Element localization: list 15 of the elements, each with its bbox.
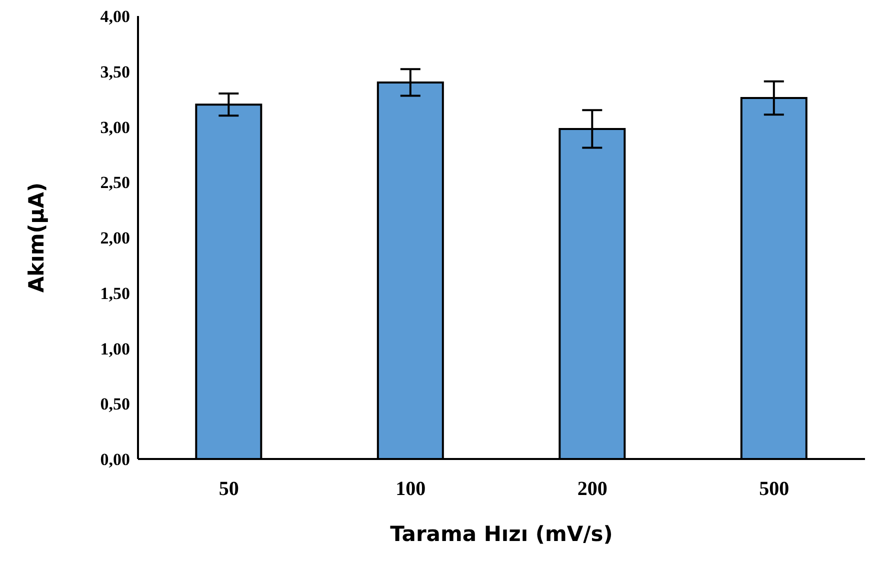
y-tick-label: 0,50 [100, 394, 130, 414]
y-tick-label: 2,00 [100, 228, 130, 248]
x-axis-title: Tarama Hızı (mV/s) [390, 522, 613, 546]
y-tick-label: 3,50 [100, 62, 130, 82]
y-tick-label: 1,00 [100, 339, 130, 358]
y-tick-label: 3,00 [100, 118, 130, 137]
y-tick-label: 0,00 [100, 450, 130, 470]
x-tick-label: 500 [759, 478, 790, 500]
y-axis-title: Akım(µA) [24, 182, 48, 293]
y-tick-label: 4,00 [100, 7, 130, 26]
y-tick-label: 1,50 [100, 284, 130, 303]
x-tick-label: 50 [218, 478, 239, 500]
y-tick-label: 2,50 [100, 173, 130, 192]
x-tick-label: 200 [577, 478, 608, 500]
x-tick-label: 100 [396, 478, 426, 500]
